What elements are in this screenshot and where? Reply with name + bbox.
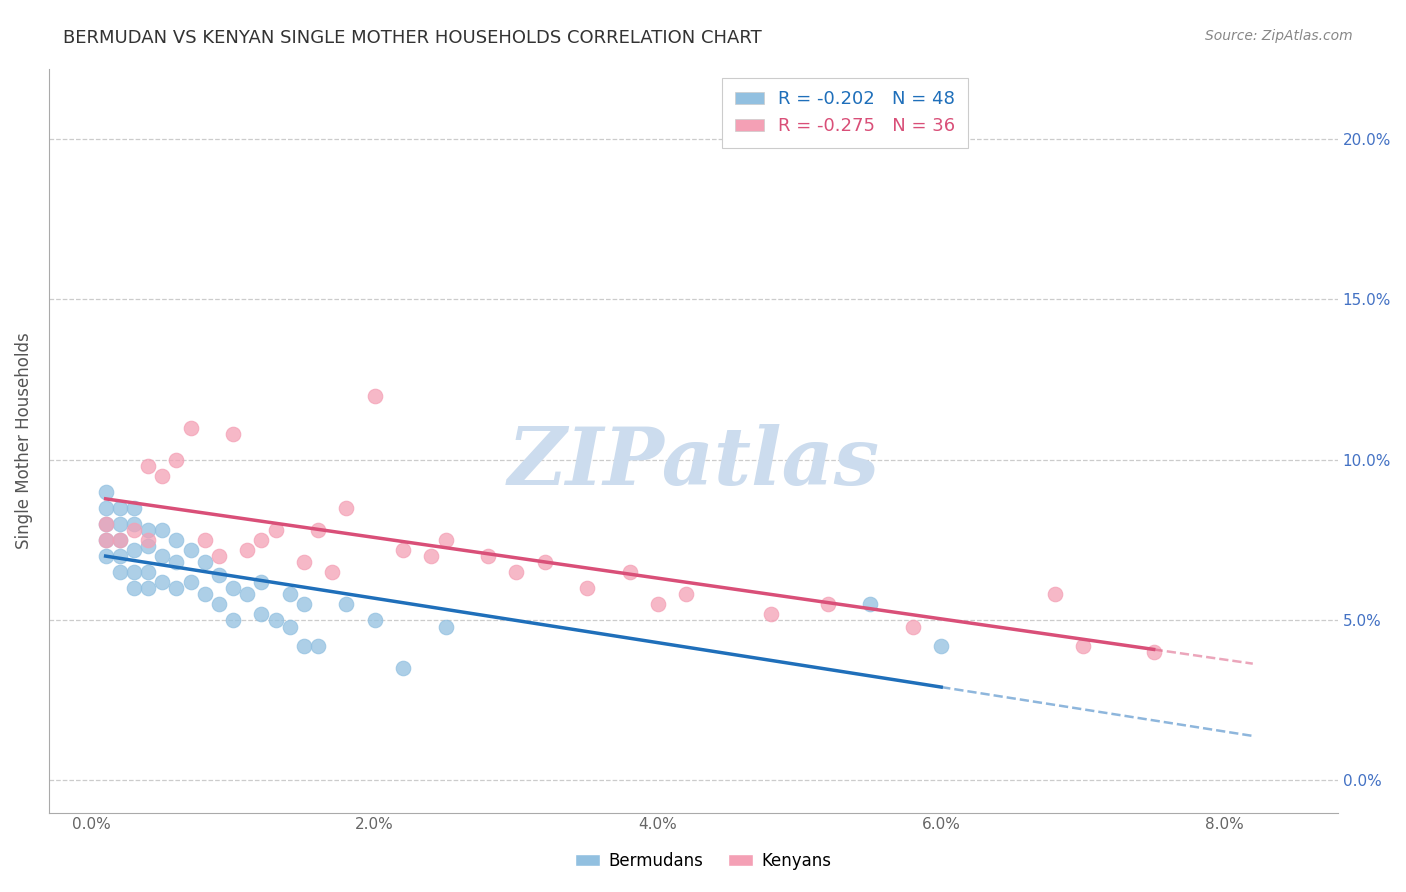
Point — [505, 565, 527, 579]
Point — [122, 524, 145, 538]
Text: Source: ZipAtlas.com: Source: ZipAtlas.com — [1205, 29, 1353, 44]
Point — [122, 500, 145, 515]
Point — [194, 587, 217, 601]
Point — [901, 619, 924, 633]
Point — [180, 420, 202, 434]
Point — [94, 533, 117, 547]
Point — [278, 587, 301, 601]
Point — [321, 565, 343, 579]
Point — [180, 542, 202, 557]
Point — [150, 574, 173, 589]
Point — [108, 565, 131, 579]
Point — [236, 587, 259, 601]
Point — [434, 619, 457, 633]
Point — [292, 597, 315, 611]
Point — [194, 555, 217, 569]
Point — [307, 524, 329, 538]
Point — [165, 533, 187, 547]
Point — [335, 500, 357, 515]
Point — [122, 516, 145, 531]
Point — [94, 549, 117, 563]
Point — [136, 540, 159, 554]
Point — [250, 533, 273, 547]
Point — [292, 555, 315, 569]
Point — [108, 533, 131, 547]
Point — [250, 574, 273, 589]
Point — [165, 452, 187, 467]
Point — [94, 484, 117, 499]
Point — [392, 542, 415, 557]
Point — [108, 516, 131, 531]
Point — [1143, 645, 1166, 659]
Point — [136, 565, 159, 579]
Point — [533, 555, 555, 569]
Y-axis label: Single Mother Households: Single Mother Households — [15, 332, 32, 549]
Point — [292, 639, 315, 653]
Point — [647, 597, 669, 611]
Point — [180, 574, 202, 589]
Point — [335, 597, 357, 611]
Point — [477, 549, 499, 563]
Point — [222, 613, 245, 627]
Point — [222, 427, 245, 442]
Point — [122, 581, 145, 595]
Point — [1071, 639, 1094, 653]
Point — [208, 597, 231, 611]
Point — [150, 549, 173, 563]
Legend: Bermudans, Kenyans: Bermudans, Kenyans — [568, 846, 838, 877]
Point — [675, 587, 697, 601]
Point — [222, 581, 245, 595]
Point — [94, 516, 117, 531]
Point — [1043, 587, 1066, 601]
Point — [236, 542, 259, 557]
Point — [108, 533, 131, 547]
Point — [122, 542, 145, 557]
Point — [761, 607, 783, 621]
Point — [136, 533, 159, 547]
Text: ZIPatlas: ZIPatlas — [508, 424, 879, 501]
Point — [94, 500, 117, 515]
Point — [150, 468, 173, 483]
Point — [208, 549, 231, 563]
Point — [859, 597, 882, 611]
Point — [307, 639, 329, 653]
Point — [929, 639, 952, 653]
Point — [420, 549, 443, 563]
Point — [94, 533, 117, 547]
Point — [264, 613, 287, 627]
Point — [94, 516, 117, 531]
Text: BERMUDAN VS KENYAN SINGLE MOTHER HOUSEHOLDS CORRELATION CHART: BERMUDAN VS KENYAN SINGLE MOTHER HOUSEHO… — [63, 29, 762, 47]
Point — [108, 500, 131, 515]
Point — [136, 581, 159, 595]
Point — [194, 533, 217, 547]
Point — [364, 389, 387, 403]
Point — [208, 568, 231, 582]
Point — [250, 607, 273, 621]
Point — [434, 533, 457, 547]
Point — [136, 524, 159, 538]
Point — [165, 581, 187, 595]
Point — [364, 613, 387, 627]
Point — [136, 459, 159, 474]
Point — [264, 524, 287, 538]
Point — [108, 549, 131, 563]
Legend: R = -0.202   N = 48, R = -0.275   N = 36: R = -0.202 N = 48, R = -0.275 N = 36 — [723, 78, 967, 148]
Point — [817, 597, 839, 611]
Point — [278, 619, 301, 633]
Point — [619, 565, 641, 579]
Point — [392, 661, 415, 675]
Point — [122, 565, 145, 579]
Point — [165, 555, 187, 569]
Point — [150, 524, 173, 538]
Point — [576, 581, 599, 595]
